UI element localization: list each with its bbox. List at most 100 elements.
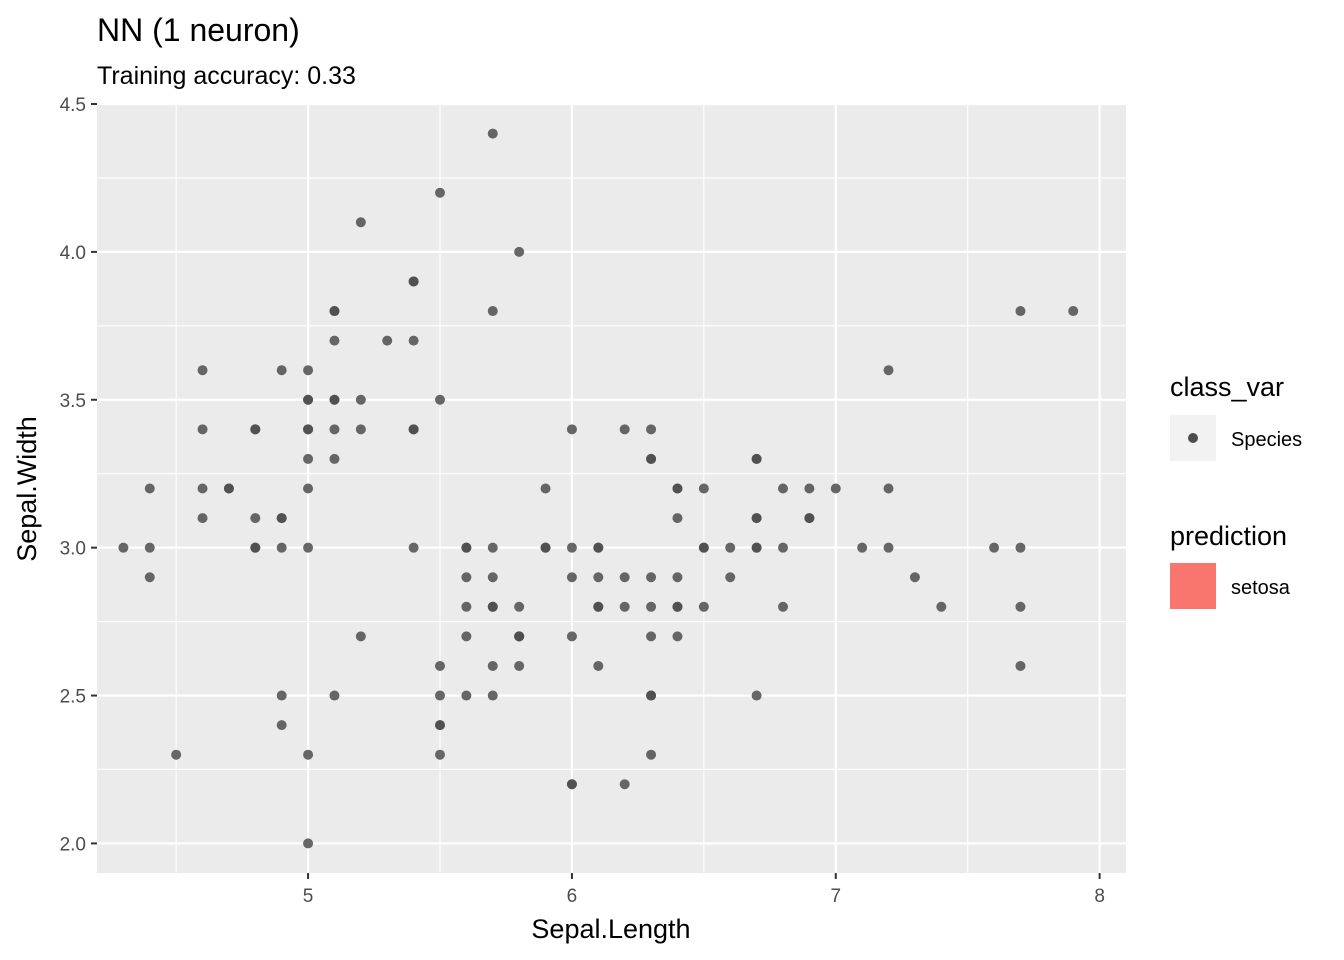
data-point	[329, 306, 340, 317]
plot-panel	[97, 104, 1126, 873]
data-point	[197, 483, 208, 494]
data-point	[276, 720, 287, 731]
data-point	[646, 424, 657, 435]
data-point	[355, 217, 366, 228]
x-tick-label: 8	[1094, 886, 1105, 907]
data-point	[751, 690, 762, 701]
data-point	[197, 424, 208, 435]
x-axis-title: Sepal.Length	[531, 914, 690, 944]
data-point	[276, 365, 287, 376]
data-point	[672, 572, 683, 583]
data-point	[355, 424, 366, 435]
y-tick-label: 3.0	[60, 539, 86, 560]
data-point	[250, 424, 261, 435]
data-point	[1015, 542, 1026, 553]
data-point	[382, 335, 393, 346]
data-point	[646, 749, 657, 760]
data-point	[593, 601, 604, 612]
data-point	[487, 128, 498, 139]
data-point	[619, 424, 630, 435]
chart-subtitle: Training accuracy: 0.33	[97, 62, 356, 90]
data-point	[619, 572, 630, 583]
data-point	[646, 453, 657, 464]
data-point	[751, 542, 762, 553]
data-point	[197, 365, 208, 376]
data-point	[593, 660, 604, 671]
data-point	[144, 572, 155, 583]
data-point	[830, 483, 841, 494]
data-point	[329, 453, 340, 464]
data-point	[329, 690, 340, 701]
data-point	[435, 720, 445, 731]
data-point	[197, 513, 208, 524]
data-point	[751, 513, 762, 524]
data-point	[566, 542, 577, 553]
x-tick-label: 7	[830, 886, 841, 907]
data-point	[144, 542, 155, 553]
data-point	[593, 572, 604, 583]
data-point	[646, 631, 657, 642]
data-point	[487, 306, 498, 317]
data-point	[303, 838, 314, 849]
data-point	[514, 660, 525, 671]
data-point	[540, 542, 551, 553]
data-point	[487, 542, 498, 553]
x-tick-label: 6	[567, 886, 578, 907]
data-point	[514, 601, 525, 612]
data-point	[725, 572, 736, 583]
data-point	[435, 690, 445, 701]
data-point	[514, 246, 525, 257]
data-point	[435, 394, 445, 405]
legend-key-setosa	[1170, 563, 1216, 609]
legend-point-icon	[1188, 433, 1198, 443]
data-point	[487, 572, 498, 583]
data-point	[276, 513, 287, 524]
data-point	[514, 631, 525, 642]
x-tick-label: 5	[303, 886, 314, 907]
data-point	[461, 542, 472, 553]
data-point	[144, 483, 155, 494]
data-point	[619, 779, 630, 790]
data-point	[408, 542, 419, 553]
data-point	[778, 483, 788, 494]
data-point	[672, 483, 683, 494]
y-axis-title: Sepal.Width	[12, 416, 42, 562]
legend-label-setosa: setosa	[1231, 577, 1291, 599]
legend-label-species: Species	[1231, 429, 1302, 451]
data-point	[619, 601, 630, 612]
data-point	[118, 542, 129, 553]
data-point	[171, 749, 182, 760]
data-point	[223, 483, 234, 494]
data-point	[778, 542, 788, 553]
data-point	[461, 572, 472, 583]
data-point	[355, 631, 366, 642]
data-point	[408, 335, 419, 346]
data-point	[303, 749, 314, 760]
data-point	[303, 483, 314, 494]
data-point	[1015, 306, 1026, 317]
data-points	[118, 128, 1079, 849]
data-point	[355, 394, 366, 405]
data-point	[303, 365, 314, 376]
data-point	[1068, 306, 1079, 317]
data-point	[883, 365, 894, 376]
data-point	[593, 542, 604, 553]
data-point	[461, 690, 472, 701]
data-point	[487, 660, 498, 671]
data-point	[408, 276, 419, 287]
data-point	[566, 631, 577, 642]
x-axis: 5 6 7 8	[303, 873, 1105, 907]
legend-title-class-var: class_var	[1170, 372, 1284, 402]
data-point	[646, 690, 657, 701]
data-point	[883, 542, 894, 553]
data-point	[646, 572, 657, 583]
data-point	[698, 483, 709, 494]
data-point	[250, 542, 261, 553]
data-point	[1015, 601, 1026, 612]
data-point	[804, 513, 815, 524]
major-gridlines	[97, 102, 1126, 873]
y-axis: 2.0 2.5 3.0 3.5 4.0 4.5	[60, 95, 97, 855]
legend-title-prediction: prediction	[1170, 521, 1287, 551]
data-point	[751, 453, 762, 464]
